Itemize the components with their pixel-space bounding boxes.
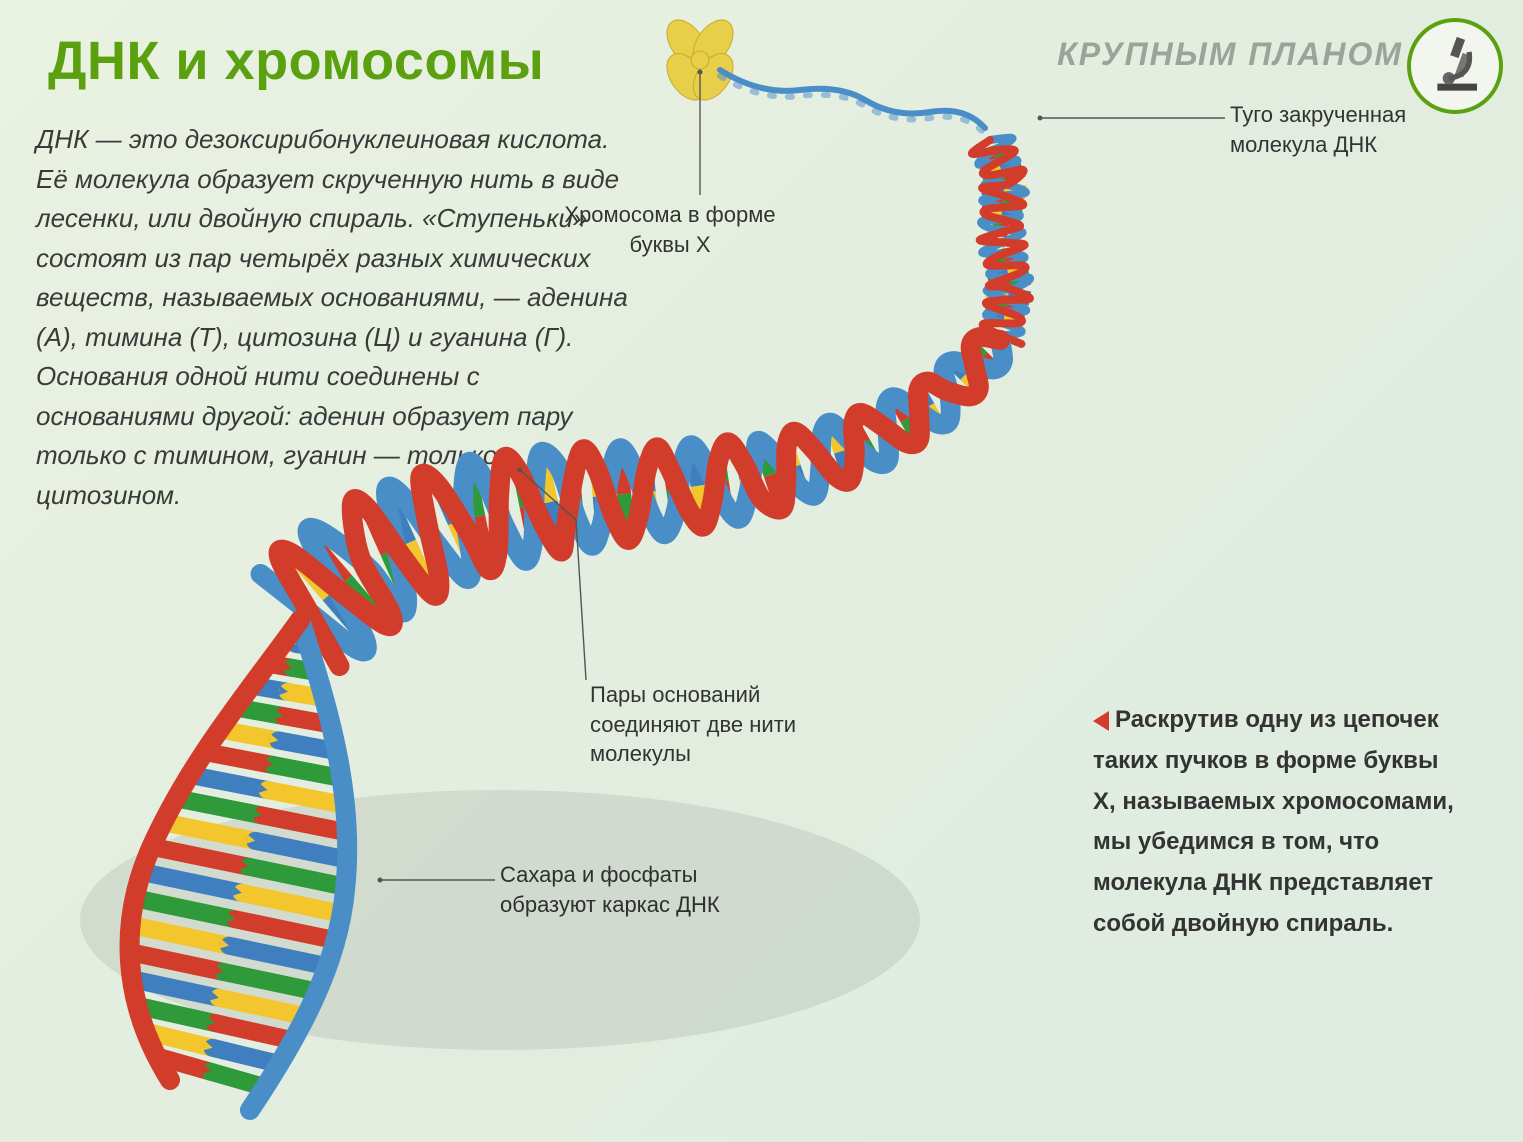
- page-root: { "header": { "title": "ДНК и хромосомы"…: [0, 0, 1523, 1142]
- page-title: ДНК и хромосомы: [48, 30, 544, 92]
- sidebar-note: Раскрутив одну из цепочек таких пучков в…: [1093, 700, 1463, 945]
- chromosome-shape: [659, 13, 741, 108]
- callout-tight-coil: Туго закрученная молекула ДНК: [1230, 100, 1490, 159]
- supercoil: [720, 70, 985, 128]
- intro-paragraph: ДНК — это дезоксирибонуклеиновая кислота…: [36, 120, 636, 515]
- section-label: КРУПНЫМ ПЛАНОМ: [1057, 36, 1403, 73]
- callout-backbone: Сахара и фосфаты образуют каркас ДНК: [500, 860, 760, 919]
- callout-chromosome: Хромосома в форме буквы X: [560, 200, 780, 259]
- red-arrow-icon: [1093, 711, 1109, 731]
- callout-base-pairs: Пары оснований соединяют две нити молеку…: [590, 680, 850, 769]
- sidebar-note-text: Раскрутив одну из цепочек таких пучков в…: [1093, 706, 1454, 937]
- microscope-glyph: [1437, 37, 1477, 91]
